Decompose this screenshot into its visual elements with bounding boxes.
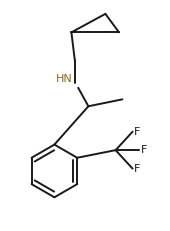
Text: F: F [141,145,147,155]
Text: F: F [134,164,141,174]
Text: F: F [134,127,141,137]
Text: HN: HN [56,73,73,84]
